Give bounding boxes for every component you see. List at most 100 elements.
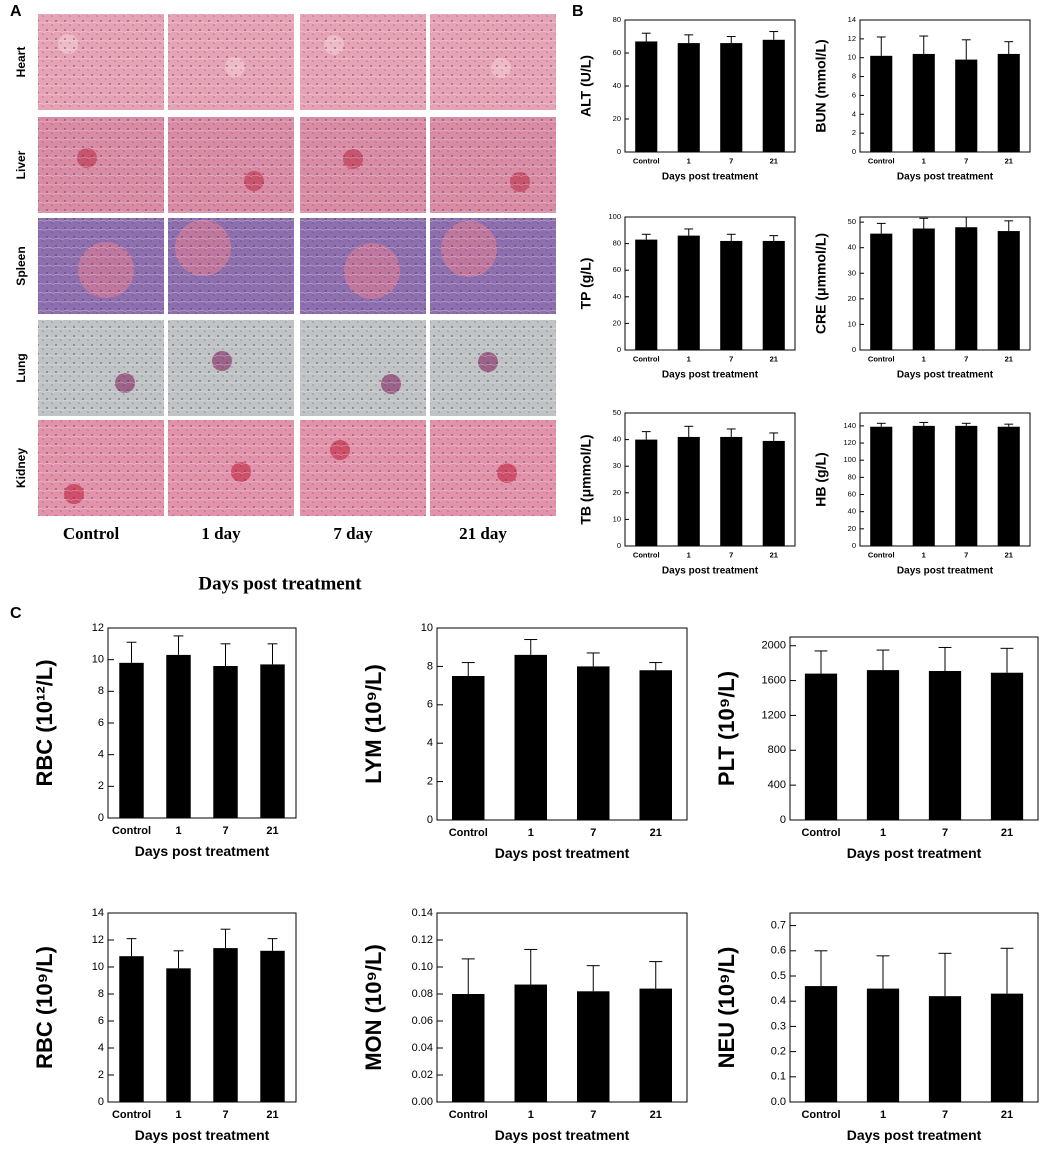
y-tick-label: 40: [848, 507, 856, 516]
bar: [955, 425, 978, 546]
bar: [912, 53, 935, 152]
y-tick-label: 14: [848, 15, 856, 24]
panel-label: B: [572, 3, 584, 20]
bar: [997, 231, 1020, 350]
y-tick-label: 40: [848, 243, 856, 252]
y-tick-label: 0: [617, 541, 621, 550]
row-label: Lung: [14, 353, 28, 382]
y-tick-label: 30: [848, 268, 856, 277]
bar: [870, 426, 893, 546]
y-tick-label: 0.5: [771, 970, 786, 982]
histology-texture: [168, 14, 294, 110]
y-tick-label: 60: [613, 48, 621, 57]
y-tick-label: 50: [848, 217, 856, 226]
plot-frame: [624, 412, 796, 547]
y-tick-label: 0.7: [771, 920, 786, 932]
y-axis-label: TP (g/L): [578, 258, 594, 310]
y-tick-label: 100: [608, 212, 621, 221]
bar: [997, 53, 1020, 152]
bar: [677, 436, 700, 546]
histology-texture: [300, 117, 426, 213]
bar: [452, 676, 485, 820]
x-tick-label: 1: [175, 825, 181, 837]
y-tick-label: 8: [98, 685, 104, 697]
x-axis-label: Days post treatment: [897, 566, 994, 577]
y-tick-label: 12: [92, 934, 104, 946]
y-tick-label: 10: [848, 53, 856, 62]
x-axis-label: Days post treatment: [847, 845, 982, 861]
histology-texture: [168, 218, 294, 314]
y-axis-label: PLT (10⁹/L): [714, 671, 739, 786]
y-tick-label: 8: [427, 660, 433, 672]
x-tick-label: Control: [112, 1109, 151, 1121]
row-label: Spleen: [14, 246, 28, 285]
y-tick-label: 0.2: [771, 1046, 786, 1058]
y-tick-label: 0.08: [412, 988, 433, 1000]
bar: [577, 666, 610, 820]
y-tick-label: 800: [768, 744, 786, 756]
x-axis-label: Days post treatment: [897, 370, 994, 381]
bar: [762, 39, 785, 152]
plot-frame: [859, 216, 1031, 351]
bar: [870, 55, 893, 153]
plot-frame: [859, 412, 1031, 547]
y-axis-label: LYM (10⁹/L): [361, 664, 386, 784]
bar: [990, 672, 1024, 820]
histology-texture: [430, 117, 556, 213]
x-tick-label: Control: [868, 156, 895, 165]
y-axis-label: BUN (mmol/L): [813, 39, 829, 132]
y-axis-label: RBC (10¹²/L): [32, 659, 57, 786]
bar: [720, 240, 743, 350]
y-axis-label: MON (10⁹/L): [361, 944, 386, 1071]
x-tick-label: 7: [729, 550, 733, 559]
y-tick-label: 30: [613, 461, 621, 470]
y-tick-label: 14: [92, 907, 104, 919]
x-tick-label: Control: [449, 1109, 488, 1121]
y-tick-label: 0: [427, 814, 433, 826]
bar: [955, 227, 978, 350]
plot-frame: [859, 19, 1031, 153]
y-tick-label: 2: [98, 1069, 104, 1081]
x-tick-label: Control: [868, 550, 895, 559]
x-tick-label: 7: [942, 827, 948, 839]
y-tick-label: 20: [848, 294, 856, 303]
y-tick-label: 0.06: [412, 1015, 433, 1027]
y-axis-label: RBC (10⁹/L): [32, 946, 57, 1069]
x-tick-label: 1: [880, 1109, 886, 1121]
x-tick-label: 7: [590, 827, 596, 839]
plot-frame: [789, 636, 1039, 821]
y-tick-label: 80: [613, 239, 621, 248]
plot-frame: [624, 216, 796, 351]
y-axis-label: CRE (μmmol/L): [813, 233, 829, 334]
y-tick-label: 100: [843, 455, 856, 464]
y-tick-label: 40: [613, 292, 621, 301]
y-tick-label: 10: [613, 514, 621, 523]
y-tick-label: 0: [780, 814, 786, 826]
plot-frame: [436, 912, 688, 1103]
x-tick-label: 1: [687, 156, 691, 165]
y-tick-label: 6: [427, 699, 433, 711]
column-label: 7 day: [333, 524, 373, 543]
y-tick-label: 20: [613, 488, 621, 497]
column-label: 21 day: [459, 524, 507, 543]
y-tick-label: 8: [852, 72, 856, 81]
y-tick-label: 0.10: [412, 961, 433, 973]
x-axis-label: Days post treatment: [847, 1127, 982, 1143]
column-label: Control: [63, 524, 120, 543]
y-tick-label: 6: [98, 717, 104, 729]
bar: [912, 228, 935, 350]
y-tick-label: 12: [848, 34, 856, 43]
y-tick-label: 12: [92, 622, 104, 634]
histology-texture: [168, 420, 294, 516]
plot-frame: [789, 912, 1039, 1103]
row-label: Liver: [14, 150, 28, 179]
bar: [639, 670, 672, 820]
y-tick-label: 0: [617, 345, 621, 354]
y-tick-label: 120: [843, 438, 856, 447]
y-tick-label: 2000: [762, 640, 786, 652]
x-tick-label: 7: [964, 354, 968, 363]
x-tick-label: Control: [112, 825, 151, 837]
histology-texture: [300, 320, 426, 416]
y-tick-label: 6: [98, 1015, 104, 1027]
